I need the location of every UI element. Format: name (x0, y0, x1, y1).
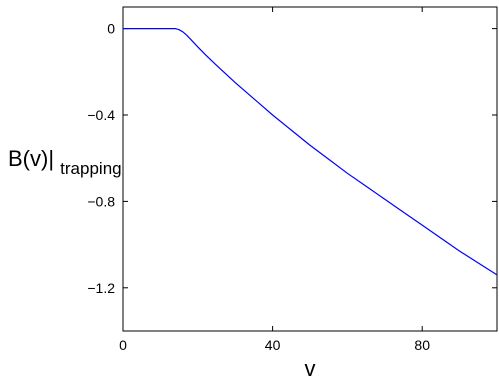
axis-ticks (122, 7, 497, 331)
plot-area (122, 6, 498, 332)
y-tick-label: −1.2 (87, 280, 115, 296)
x-tick-label: 40 (265, 337, 281, 353)
y-tick-label: 0 (107, 21, 115, 37)
y-tick-label: −0.8 (87, 193, 115, 209)
y-axis-label: B(v)| trapping (8, 146, 122, 178)
x-axis-label: v (305, 356, 316, 378)
x-tick-label: 80 (414, 337, 430, 353)
x-tick-label: 0 (119, 337, 127, 353)
axis-tick-labels: 0 40 80 0 −0.4 −0.8 −1.2 (87, 21, 430, 353)
y-axis-label-subscript: trapping (60, 159, 121, 178)
y-axis-label-main: B(v)| (8, 146, 54, 171)
y-tick-label: −0.4 (87, 107, 115, 123)
series-line (123, 28, 498, 276)
